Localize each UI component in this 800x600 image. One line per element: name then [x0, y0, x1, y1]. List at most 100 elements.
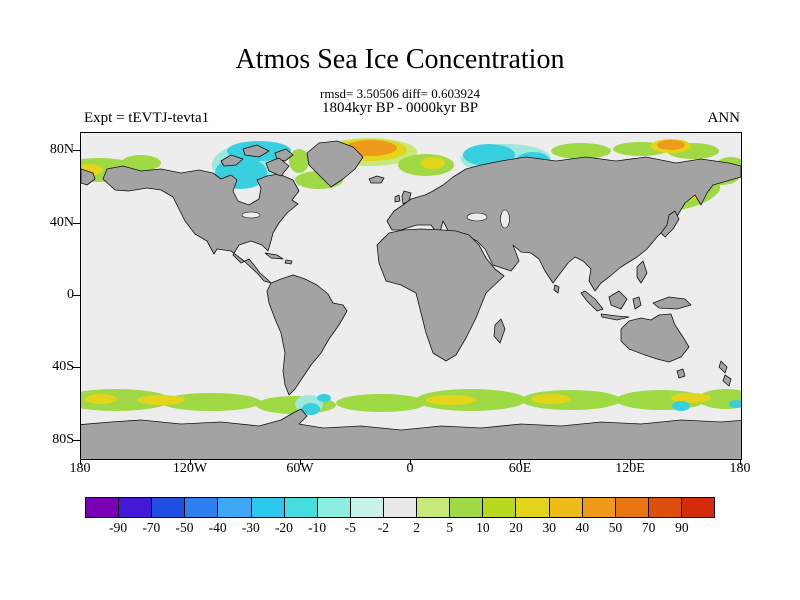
- colorbar-cell: [450, 497, 484, 518]
- x-tick-label: 180: [729, 461, 751, 476]
- colorbar-level-label: -5: [344, 520, 356, 535]
- japan: [660, 210, 680, 238]
- sumatra: [580, 290, 604, 312]
- tick-mark: [410, 459, 411, 465]
- tick-mark: [190, 459, 191, 465]
- colorbar-segments: [85, 497, 716, 518]
- colorbar-level-label: -50: [175, 520, 194, 535]
- colorbar-cell: [284, 497, 318, 518]
- colorbar-cell: [383, 497, 418, 518]
- colorbar-cell: [350, 497, 384, 518]
- tick-mark: [520, 459, 521, 465]
- great-lakes: [241, 211, 261, 219]
- y-tick-label: 80S: [52, 432, 74, 447]
- sulawesi: [632, 296, 642, 310]
- new-zealand: [722, 374, 732, 387]
- colorbar-level-label: 20: [509, 520, 523, 535]
- sri-lanka: [553, 284, 560, 294]
- colorbar-level-label: -10: [308, 520, 327, 535]
- x-tick-label: 60E: [508, 461, 532, 476]
- cuba: [264, 252, 284, 260]
- colorbar-cell: [483, 497, 517, 518]
- tick-mark: [80, 459, 81, 465]
- south-america: [266, 274, 348, 396]
- x-tick-label: 0: [406, 461, 414, 476]
- arctic-island: [220, 154, 244, 167]
- africa: [376, 228, 505, 362]
- colorbar-cell: [615, 497, 649, 518]
- tasmania: [676, 368, 686, 379]
- colorbar-cell: [152, 497, 186, 518]
- colorbar-level-label: -2: [377, 520, 390, 535]
- colorbar-cell: [648, 497, 682, 518]
- tick-mark: [73, 295, 80, 296]
- colorbar-cell: [516, 497, 550, 518]
- caspian-sea: [500, 209, 510, 229]
- new-guinea: [652, 296, 692, 310]
- colorbar-cell: [582, 497, 616, 518]
- colorbar-level-label: -20: [274, 520, 293, 535]
- colorbar-cell: [681, 497, 716, 518]
- greenland: [306, 140, 364, 188]
- colorbar-level-label: -70: [142, 520, 161, 535]
- new-zealand: [718, 360, 728, 374]
- y-tick-label: 40N: [49, 215, 74, 230]
- arctic-island: [242, 144, 270, 158]
- tick-mark: [630, 459, 631, 465]
- period-line: 1804kyr BP - 0000kyr BP: [321, 100, 479, 116]
- australia: [620, 313, 690, 363]
- eurasia: [386, 156, 742, 292]
- x-tick-label: 60W: [286, 461, 314, 476]
- ireland: [394, 194, 401, 203]
- colorbar-level-label: -90: [109, 520, 128, 535]
- season-label: ANN: [707, 110, 741, 126]
- tick-mark: [300, 459, 301, 465]
- tick-mark: [73, 440, 80, 441]
- colorbar: -90 -70 -50 -40 -30 -20 -10 -5 -2 2 5 10 20 30 40 50 70 9…: [85, 497, 716, 536]
- tick-mark: [73, 223, 80, 224]
- colorbar-cell: [185, 497, 219, 518]
- colorbar-labels: -90 -70 -50 -40 -30 -20 -10 -5 -2 2 5 10 20 30 40 50 70 9…: [85, 518, 715, 536]
- experiment-label: Expt = tEVTJ-tevta1: [84, 110, 210, 126]
- colorbar-level-label: 50: [608, 520, 623, 535]
- colorbar-level-label: -30: [241, 520, 260, 535]
- colorbar-cell: [218, 497, 252, 518]
- y-tick-label: 40S: [52, 359, 74, 374]
- colorbar-level-label: 40: [575, 520, 590, 535]
- colorbar-level-label: 70: [641, 520, 656, 535]
- tick-mark: [740, 459, 741, 465]
- colorbar-level-label: -40: [208, 520, 227, 535]
- y-tick-label: 80N: [49, 142, 74, 157]
- colorbar-cell: [317, 497, 351, 518]
- colorbar-cell: [251, 497, 285, 518]
- borneo: [608, 290, 628, 310]
- chukotka-west-edge: [80, 168, 96, 186]
- baffin-island: [265, 157, 290, 177]
- world-map: [57, 133, 754, 464]
- black-sea: [466, 212, 488, 222]
- x-tick-label: 180: [69, 461, 91, 476]
- philippines: [636, 260, 648, 284]
- tick-mark: [73, 150, 80, 151]
- colorbar-cell: [417, 497, 451, 518]
- madagascar: [493, 318, 506, 344]
- north-america: [102, 165, 300, 284]
- colorbar-level-label: 2: [413, 520, 420, 535]
- y-tick-label: 0: [67, 287, 74, 302]
- colorbar-level-label: 5: [446, 520, 454, 535]
- tick-mark: [73, 367, 80, 368]
- colorbar-level-label: 90: [675, 520, 689, 535]
- x-tick-label: 120W: [172, 461, 208, 476]
- hispaniola: [284, 259, 293, 265]
- java: [600, 313, 630, 321]
- map-plot-area: [57, 132, 754, 464]
- colorbar-cell: [85, 497, 120, 518]
- antarctica: [75, 408, 747, 464]
- iceland: [368, 175, 385, 184]
- continents: [75, 140, 747, 464]
- colorbar-level-label: 30: [542, 520, 556, 535]
- colorbar-cell: [549, 497, 583, 518]
- colorbar-level-label: 10: [476, 520, 490, 535]
- page-title: Atmos Sea Ice Concentration: [235, 44, 565, 75]
